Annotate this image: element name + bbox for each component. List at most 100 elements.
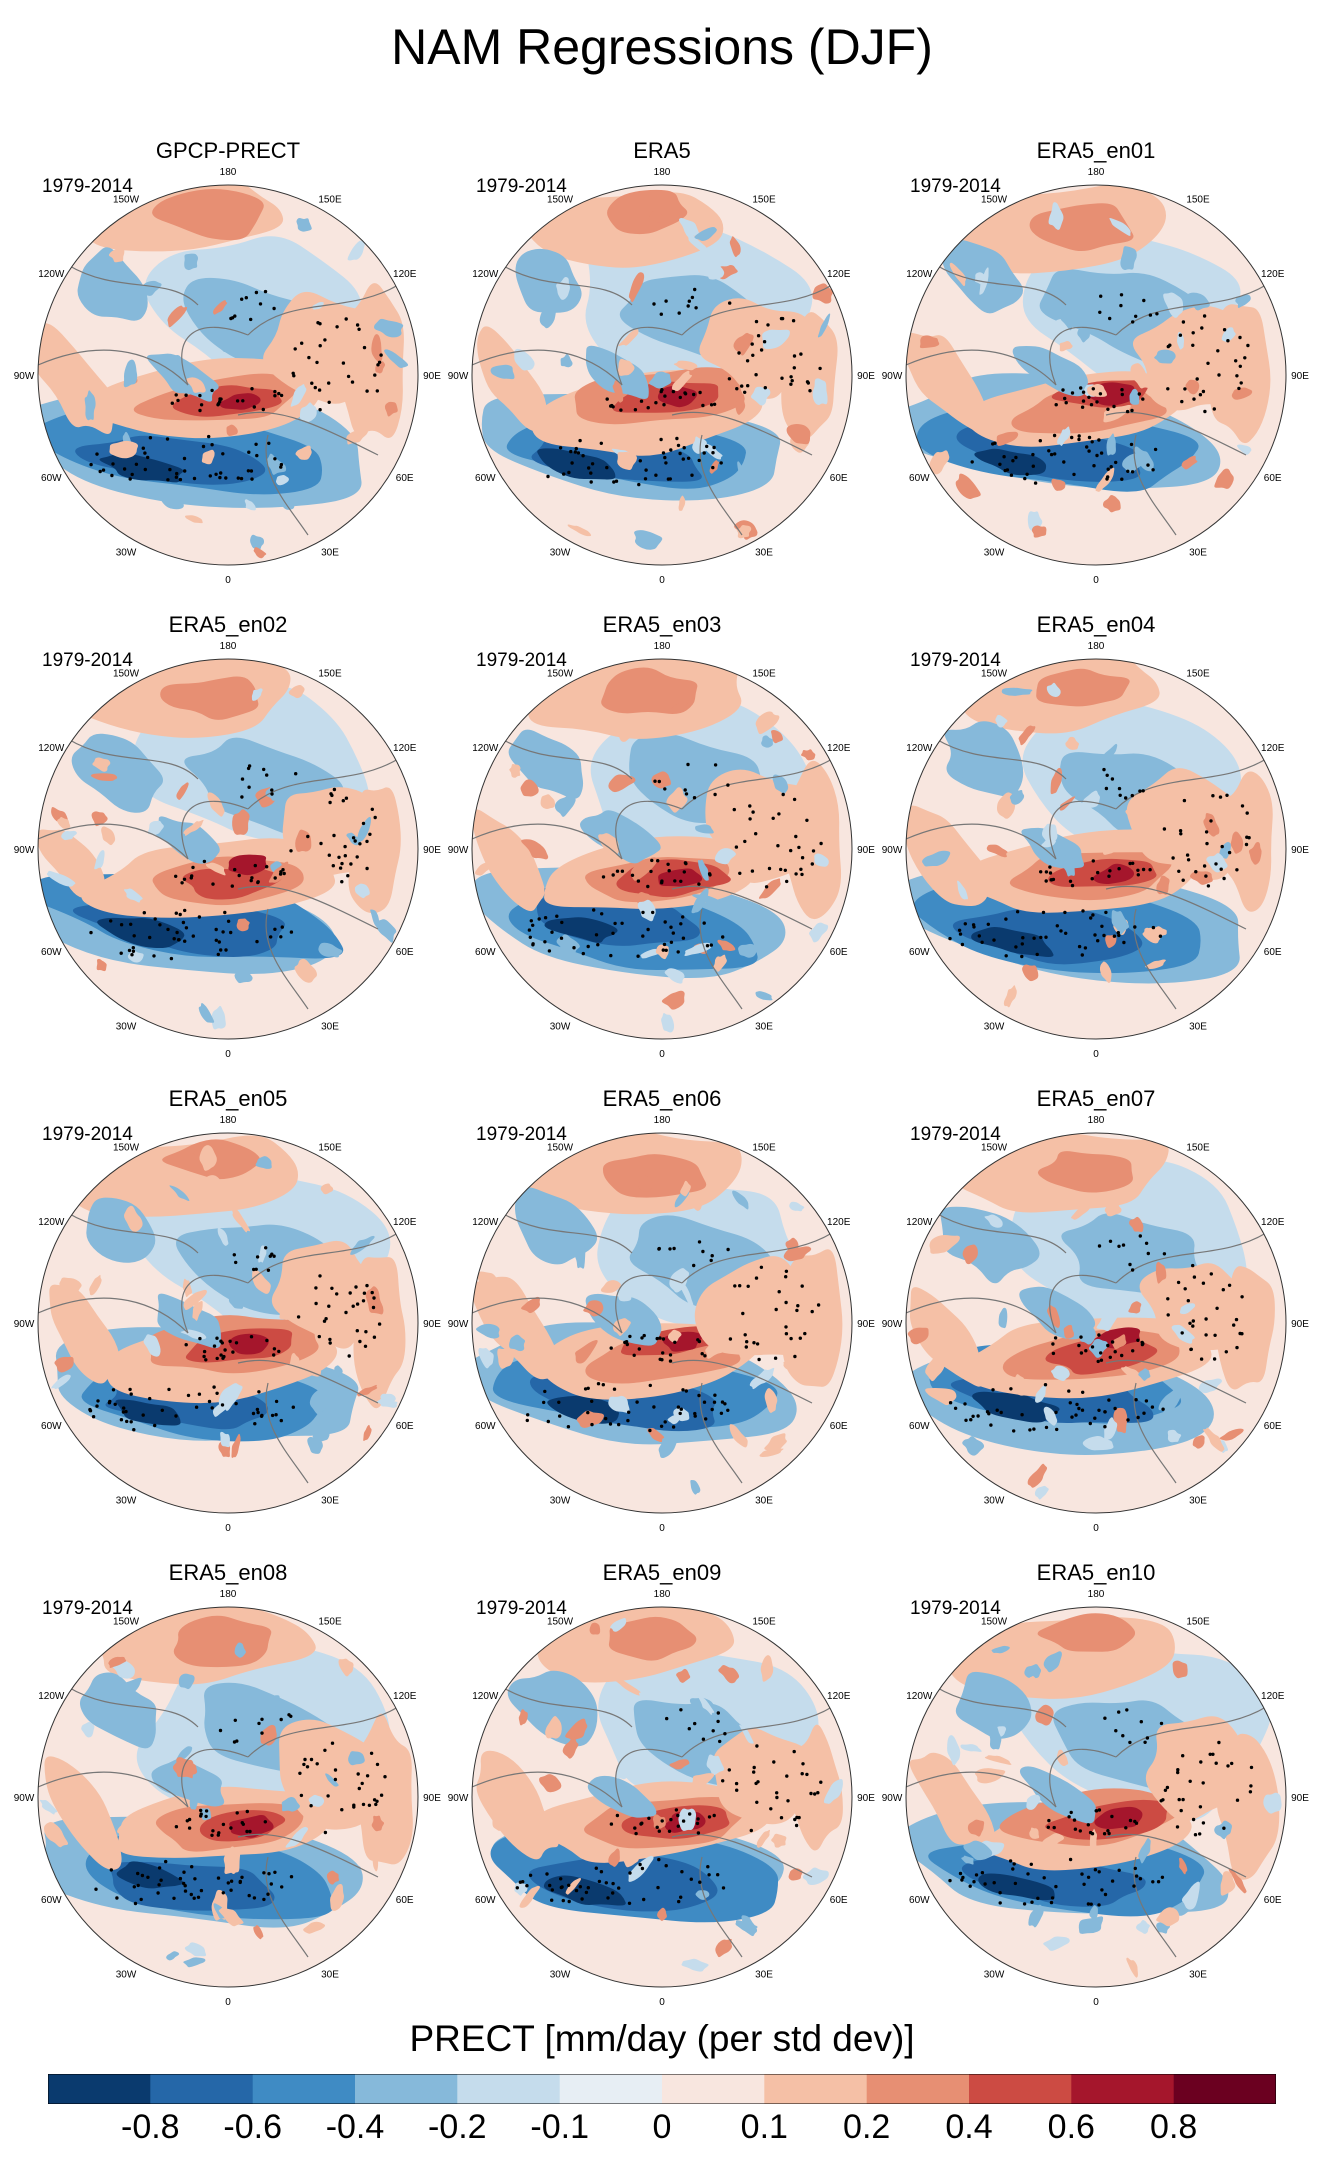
- significance-dot: [146, 1875, 150, 1879]
- precip-speckle: [1022, 964, 1039, 982]
- precip-speckle: [717, 939, 736, 952]
- significance-dot: [1151, 1880, 1155, 1884]
- significance-dot: [1036, 1896, 1040, 1900]
- significance-dot: [240, 795, 244, 799]
- significance-dot: [328, 800, 332, 805]
- precip-anomaly-region: [694, 1256, 820, 1357]
- precip-speckle: [176, 1776, 195, 1784]
- significance-dot: [328, 1341, 332, 1345]
- significance-dot: [1117, 1244, 1121, 1248]
- significance-dot: [737, 351, 741, 355]
- significance-dot: [1029, 1862, 1033, 1866]
- significance-dot: [198, 1336, 202, 1341]
- significance-dot: [633, 1826, 637, 1830]
- significance-dot: [1107, 1398, 1111, 1402]
- significance-dot: [562, 472, 566, 476]
- significance-dot: [1047, 1818, 1051, 1823]
- significance-dot: [256, 1410, 260, 1415]
- precip-speckle: [772, 774, 789, 794]
- significance-dot: [1049, 1900, 1054, 1905]
- significance-dot: [948, 1401, 953, 1405]
- significance-dot: [1105, 773, 1109, 777]
- precip-speckle: [669, 1759, 690, 1770]
- coastline: [472, 1771, 623, 1808]
- significance-dot: [281, 868, 285, 872]
- significance-dot: [1089, 916, 1093, 920]
- significance-dot: [587, 466, 591, 470]
- significance-dot: [1120, 388, 1124, 392]
- longitude-label: 120E: [1261, 1691, 1285, 1702]
- precip-anomaly-region: [173, 1615, 272, 1668]
- longitude-label: 30W: [550, 548, 571, 559]
- significance-dot: [1020, 942, 1024, 946]
- precip-speckle: [1125, 808, 1145, 819]
- significance-dot: [335, 1292, 339, 1296]
- significance-dot: [1204, 1333, 1208, 1337]
- significance-dot: [1237, 386, 1241, 391]
- significance-dot: [998, 462, 1002, 466]
- precip-speckle: [1176, 331, 1185, 350]
- significance-dot: [248, 1829, 252, 1834]
- significance-dot: [127, 948, 132, 953]
- significance-dot: [222, 1354, 226, 1359]
- significance-dot: [1098, 392, 1103, 396]
- precip-speckle: [320, 1183, 334, 1195]
- significance-dot: [1070, 1415, 1074, 1419]
- longitude-label: 30W: [984, 1970, 1005, 1981]
- precip-speckle: [545, 1716, 562, 1739]
- coastline: [699, 434, 743, 536]
- longitude-label: 180: [220, 641, 237, 652]
- significance-dot: [1117, 1710, 1121, 1714]
- significance-dot: [706, 1865, 710, 1869]
- significance-dot: [1234, 1317, 1239, 1322]
- precip-anomaly-region: [271, 1240, 391, 1349]
- panel-title: ERA5: [633, 138, 691, 163]
- precip-speckle: [788, 1868, 803, 1881]
- precip-speckle: [919, 335, 940, 349]
- significance-dot: [183, 1889, 188, 1893]
- significance-dot: [1176, 1770, 1180, 1775]
- significance-dot: [122, 467, 127, 471]
- significance-dot: [278, 872, 283, 876]
- precip-speckle: [1050, 767, 1063, 795]
- precip-speckle: [598, 833, 619, 859]
- significance-dot: [233, 1718, 237, 1722]
- significance-dot: [609, 1346, 613, 1350]
- precip-speckle: [809, 922, 829, 943]
- significance-dot: [784, 1300, 788, 1305]
- precip-speckle: [1104, 1417, 1118, 1441]
- significance-dot: [1108, 316, 1112, 321]
- significance-dot: [128, 477, 132, 481]
- precip-speckle: [253, 547, 267, 559]
- longitude-label: 90E: [1291, 845, 1309, 856]
- significance-dot: [589, 471, 593, 475]
- significance-dot: [379, 353, 383, 357]
- significance-dot: [1120, 392, 1124, 397]
- significance-dot: [1119, 303, 1123, 308]
- significance-dot: [369, 1751, 374, 1755]
- significance-dot: [644, 468, 648, 472]
- significance-dot: [159, 1878, 163, 1882]
- longitude-label: 150E: [1186, 194, 1210, 205]
- precip-speckle: [1179, 1303, 1196, 1315]
- precip-speckle: [147, 820, 164, 835]
- significance-dot: [681, 1819, 686, 1823]
- coastline: [1105, 1833, 1247, 1878]
- significance-dot: [237, 873, 241, 878]
- significance-dot: [1161, 1407, 1165, 1411]
- significance-dot: [698, 1880, 702, 1884]
- significance-dot: [1079, 386, 1083, 390]
- longitude-label: 60W: [475, 473, 496, 484]
- significance-dot: [202, 859, 207, 864]
- precip-speckle: [680, 1180, 691, 1197]
- significance-dot: [249, 1335, 254, 1339]
- panel-title: ERA5_en03: [602, 612, 722, 637]
- significance-dot: [609, 953, 613, 958]
- significance-dot: [1138, 789, 1142, 793]
- precip-speckle: [589, 1622, 601, 1635]
- longitude-label: 90W: [882, 1319, 903, 1330]
- longitude-label: 150E: [318, 668, 342, 679]
- significance-dot: [805, 380, 810, 384]
